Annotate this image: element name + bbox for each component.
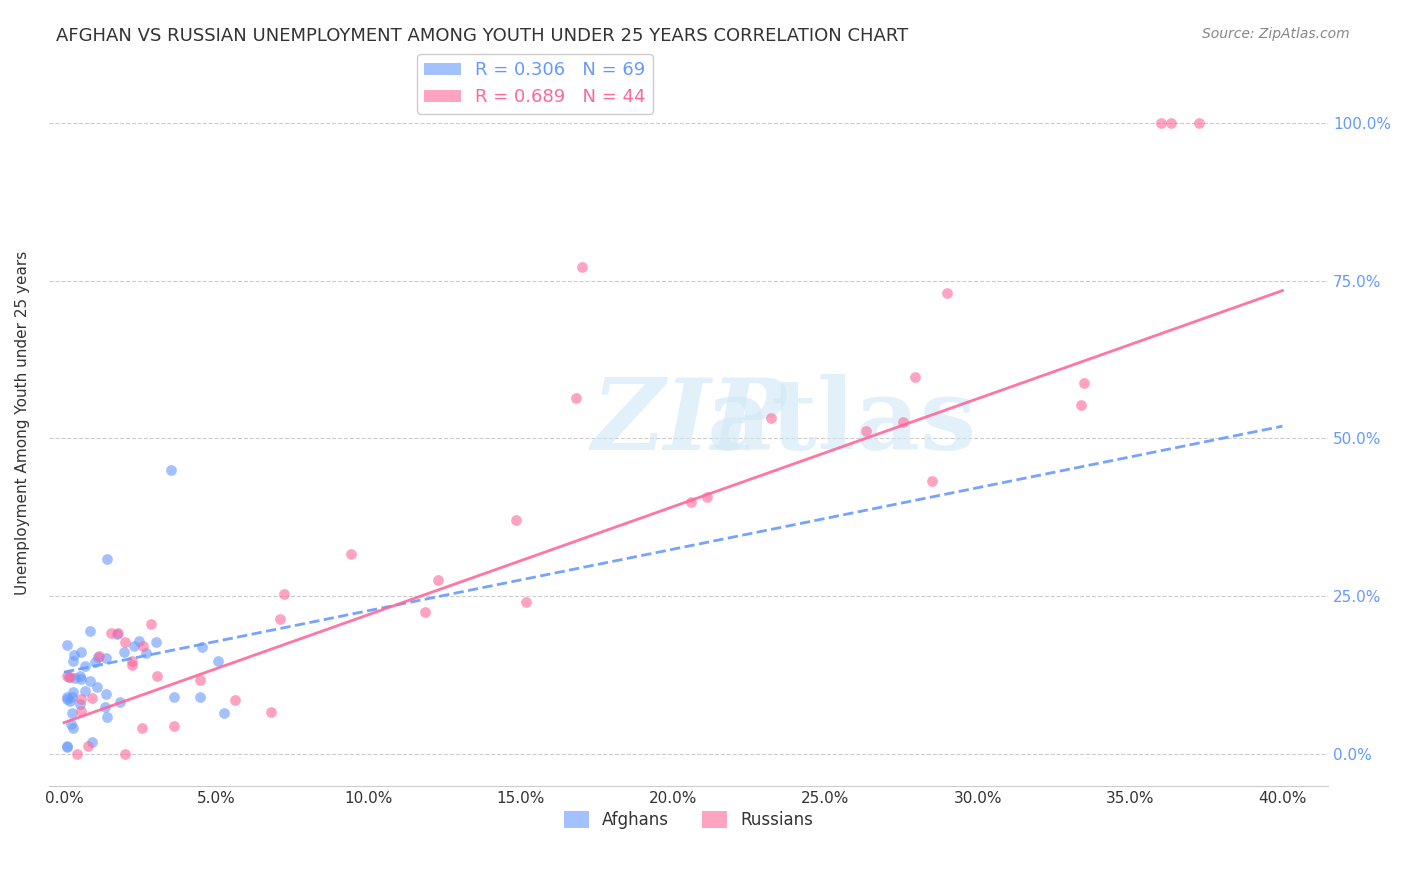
Point xyxy=(135,646,157,660)
Point xyxy=(855,425,877,439)
Point xyxy=(100,626,122,640)
Point xyxy=(60,706,83,720)
Point xyxy=(80,734,103,748)
Point xyxy=(260,706,283,720)
Point xyxy=(224,693,246,707)
Point xyxy=(141,617,163,632)
Point xyxy=(56,739,79,754)
Point xyxy=(80,690,103,705)
Point xyxy=(75,659,97,673)
Point xyxy=(69,645,91,659)
Text: AFGHAN VS RUSSIAN UNEMPLOYMENT AMONG YOUTH UNDER 25 YEARS CORRELATION CHART: AFGHAN VS RUSSIAN UNEMPLOYMENT AMONG YOU… xyxy=(56,27,908,45)
Point xyxy=(145,669,167,683)
Point xyxy=(59,670,82,684)
Point xyxy=(1073,376,1095,390)
Point xyxy=(936,286,959,301)
Point xyxy=(69,669,91,683)
Point xyxy=(121,654,143,668)
Text: atlas: atlas xyxy=(707,374,977,471)
Point xyxy=(515,595,537,609)
Point xyxy=(114,634,136,648)
Point xyxy=(212,706,235,721)
Point xyxy=(73,683,96,698)
Point xyxy=(94,687,117,701)
Point xyxy=(1070,398,1092,412)
Point xyxy=(1149,116,1171,130)
Point xyxy=(63,671,86,685)
Point xyxy=(84,655,107,669)
Point xyxy=(63,648,86,662)
Point xyxy=(145,635,167,649)
Point xyxy=(60,690,83,704)
Point xyxy=(69,697,91,711)
Point xyxy=(122,639,145,653)
Point xyxy=(94,651,117,665)
Point xyxy=(565,391,588,405)
Point xyxy=(340,547,363,561)
Point xyxy=(96,552,118,566)
Point xyxy=(131,721,153,735)
Point xyxy=(207,654,229,668)
Point xyxy=(76,739,98,753)
Point xyxy=(1160,116,1182,130)
Point xyxy=(110,695,132,709)
Point xyxy=(163,690,186,704)
Point xyxy=(58,670,80,684)
Point xyxy=(163,719,186,733)
Point xyxy=(273,587,295,601)
Point xyxy=(87,649,110,664)
Legend: Afghans, Russians: Afghans, Russians xyxy=(557,804,820,836)
Point xyxy=(56,638,79,652)
Point xyxy=(79,674,101,689)
Point xyxy=(1188,116,1211,130)
Point xyxy=(188,690,211,704)
Point xyxy=(62,685,84,699)
Point xyxy=(114,747,136,762)
Point xyxy=(87,650,110,665)
Point xyxy=(132,639,155,653)
Point xyxy=(105,627,128,641)
Point xyxy=(505,513,527,527)
Point xyxy=(112,645,135,659)
Point xyxy=(415,605,437,619)
Point xyxy=(571,260,593,275)
Point xyxy=(69,672,91,686)
Point xyxy=(56,692,79,706)
Point xyxy=(62,722,84,736)
Point xyxy=(426,573,449,587)
Point xyxy=(56,739,79,753)
Point xyxy=(891,415,914,429)
Point xyxy=(759,411,782,425)
Point xyxy=(681,494,703,508)
Point xyxy=(69,692,91,706)
Point xyxy=(62,654,84,668)
Point xyxy=(59,694,82,708)
Text: Source: ZipAtlas.com: Source: ZipAtlas.com xyxy=(1202,27,1350,41)
Point xyxy=(79,624,101,639)
Point xyxy=(128,633,150,648)
Point xyxy=(86,680,108,694)
Point xyxy=(190,640,212,654)
Point xyxy=(96,710,118,724)
Point xyxy=(159,463,181,477)
Point xyxy=(59,717,82,731)
Point xyxy=(70,704,93,718)
Point xyxy=(121,658,143,673)
Text: ZIP: ZIP xyxy=(591,375,786,471)
Point xyxy=(56,690,79,705)
Point xyxy=(65,747,87,762)
Point xyxy=(696,490,718,504)
Point xyxy=(269,612,291,626)
Point xyxy=(904,370,927,384)
Point xyxy=(56,669,79,683)
Point xyxy=(94,700,117,714)
Point xyxy=(190,673,212,688)
Point xyxy=(107,626,129,640)
Point xyxy=(921,475,943,489)
Y-axis label: Unemployment Among Youth under 25 years: Unemployment Among Youth under 25 years xyxy=(15,251,30,595)
